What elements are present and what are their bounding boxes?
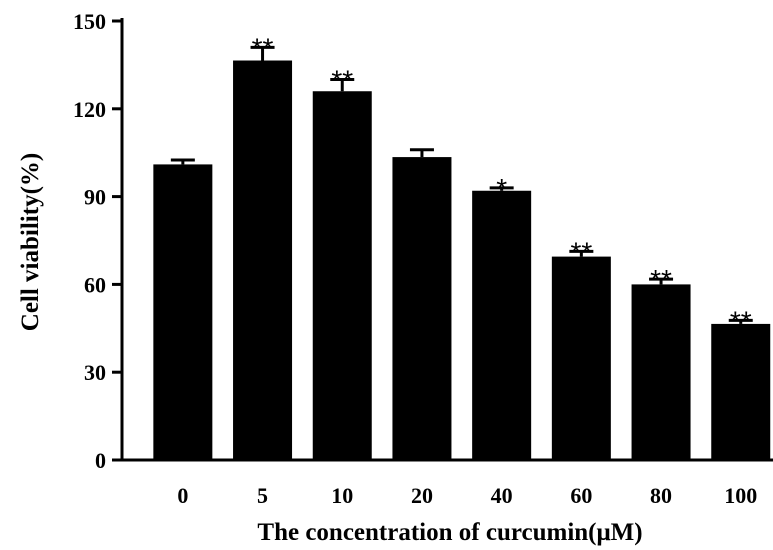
y-axis-title: Cell viability(%) [17,153,44,331]
y-tick-label: 0 [95,448,106,473]
significance-label: ** [570,236,592,267]
significance-label: * [496,173,507,204]
x-tick-label: 80 [650,483,672,508]
x-axis: 0 5 10 20 40 60 80 100 [120,458,773,508]
x-tick-label: 10 [331,483,353,508]
x-tick-label: 20 [411,483,433,508]
bar [153,164,213,460]
bar [631,284,691,460]
x-axis-title: The concentration of curcumin(μM) [257,519,642,546]
significance-label: ** [650,264,672,295]
significance-labels: *********** [252,32,752,336]
bars [153,60,771,461]
y-tick-label: 150 [73,9,106,34]
x-tick-label: 0 [177,483,188,508]
bar [312,91,372,461]
bar [233,60,293,460]
y-tick-label: 60 [84,272,106,297]
bar [392,157,452,460]
significance-label: ** [252,32,274,63]
significance-label: ** [331,65,353,96]
y-tick-label: 90 [84,185,106,210]
x-tick-label: 60 [570,483,592,508]
significance-label: ** [730,305,752,336]
x-tick-label: 5 [257,483,268,508]
x-tick-label: 40 [491,483,513,508]
y-tick-label: 120 [73,97,106,122]
x-tick-label: 100 [724,483,757,508]
bar [711,323,771,460]
bar [551,256,611,460]
error-bars [170,45,753,324]
y-axis: 0 30 60 90 120 150 [73,9,124,473]
y-tick-label: 30 [84,360,106,385]
bar [472,190,532,460]
